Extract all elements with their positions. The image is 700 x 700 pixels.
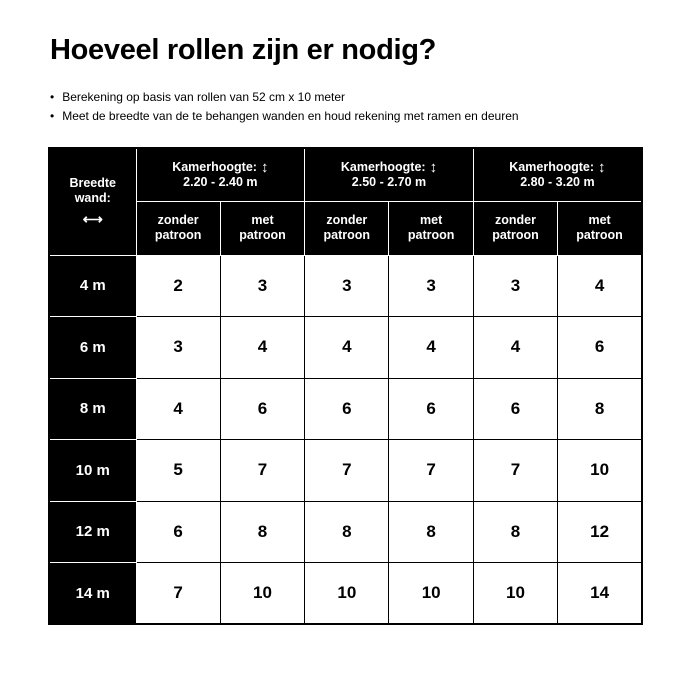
roll-count-cell: 6 <box>557 316 643 379</box>
roll-count-cell: 6 <box>388 377 474 440</box>
sub-label: patroon <box>323 228 371 242</box>
row-width-label: 14 m <box>48 562 137 625</box>
with-pattern-header: met patroon <box>388 200 474 256</box>
width-label-1: Breedte <box>69 176 117 191</box>
height-group-header: Kamerhoogte: ↕ 2.50 - 2.70 m <box>304 147 474 202</box>
sub-label: patroon <box>239 228 286 242</box>
roll-count-cell: 6 <box>135 500 221 563</box>
sub-label: met <box>588 213 611 227</box>
info-bullet: Berekening op basis van rollen van 52 cm… <box>50 88 519 107</box>
info-list: Berekening op basis van rollen van 52 cm… <box>50 88 519 126</box>
roll-count-cell: 7 <box>472 439 559 502</box>
height-label: Kamerhoogte: <box>509 159 595 174</box>
roll-count-cell: 7 <box>388 439 474 502</box>
roll-count-cell: 12 <box>557 500 643 563</box>
table-row: 10 m 5 7 7 7 7 10 <box>48 439 643 502</box>
roll-count-cell: 8 <box>557 377 643 440</box>
row-width-label: 12 m <box>48 500 137 563</box>
sub-label: zonder <box>157 213 199 227</box>
sub-label: patroon <box>492 228 539 242</box>
row-width-label: 8 m <box>48 377 137 440</box>
roll-count-cell: 6 <box>219 377 306 440</box>
roll-count-cell: 8 <box>304 500 390 563</box>
vertical-arrow-icon: ↕ <box>429 158 438 176</box>
roll-count-cell: 4 <box>557 254 643 317</box>
sub-label: patroon <box>407 228 455 242</box>
sub-label: zonder <box>494 213 536 227</box>
vertical-arrow-icon: ↕ <box>598 158 606 176</box>
roll-count-cell: 3 <box>304 254 390 317</box>
roll-count-cell: 14 <box>557 562 643 625</box>
width-header: Breedte wand: ⟷ <box>48 147 137 256</box>
height-range: 2.50 - 2.70 m <box>351 174 427 189</box>
sub-label: zonder <box>326 213 368 227</box>
height-range: 2.20 - 2.40 m <box>183 174 258 189</box>
roll-count-cell: 10 <box>472 562 559 625</box>
sub-label: met <box>251 213 274 227</box>
roll-count-cell: 8 <box>472 500 559 563</box>
roll-count-cell: 3 <box>219 254 306 317</box>
roll-count-cell: 8 <box>219 500 306 563</box>
roll-count-cell: 8 <box>388 500 474 563</box>
sub-label: met <box>420 213 443 227</box>
roll-count-cell: 4 <box>135 377 221 440</box>
height-range: 2.80 - 3.20 m <box>520 174 595 189</box>
vertical-arrow-icon: ↕ <box>260 158 269 176</box>
without-pattern-header: zonder patroon <box>472 200 559 256</box>
roll-count-cell: 4 <box>388 316 474 379</box>
rolls-table: Breedte wand: ⟷ Kamerhoogte: ↕ 2.20 - 2.40… <box>48 147 643 625</box>
table-row: 12 m 6 8 8 8 8 12 <box>48 500 643 563</box>
roll-count-cell: 6 <box>304 377 390 440</box>
roll-count-cell: 4 <box>219 316 306 379</box>
height-group-header: Kamerhoogte: ↕ 2.20 - 2.40 m <box>135 147 306 202</box>
roll-count-cell: 2 <box>135 254 221 317</box>
height-label: Kamerhoogte: <box>172 159 257 174</box>
page-title: Hoeveel rollen zijn er nodig? <box>50 34 437 66</box>
roll-count-cell: 6 <box>472 377 559 440</box>
with-pattern-header: met patroon <box>219 200 306 256</box>
table-row: 14 m 7 10 10 10 10 14 <box>48 562 643 625</box>
sub-label: patroon <box>576 228 623 242</box>
without-pattern-header: zonder patroon <box>135 200 221 256</box>
roll-count-cell: 3 <box>388 254 474 317</box>
info-bullet: Meet de breedte van de te behangen wande… <box>50 107 518 126</box>
roll-count-cell: 5 <box>135 439 221 502</box>
roll-count-cell: 7 <box>219 439 306 502</box>
row-width-label: 6 m <box>48 316 137 379</box>
without-pattern-header: zonder patroon <box>304 200 390 256</box>
roll-count-cell: 10 <box>557 439 643 502</box>
with-pattern-header: met patroon <box>557 200 643 256</box>
roll-count-cell: 3 <box>472 254 559 317</box>
roll-count-cell: 10 <box>219 562 306 625</box>
horizontal-arrow-icon: ⟷ <box>82 211 103 228</box>
roll-count-cell: 4 <box>304 316 390 379</box>
width-label-2: wand: <box>74 191 111 206</box>
sub-label: patroon <box>154 228 202 242</box>
roll-count-cell: 3 <box>135 316 221 379</box>
roll-count-cell: 4 <box>472 316 559 379</box>
roll-count-cell: 10 <box>388 562 474 625</box>
height-label: Kamerhoogte: <box>340 159 426 174</box>
roll-count-cell: 7 <box>135 562 221 625</box>
row-width-label: 4 m <box>48 254 137 317</box>
height-group-header: Kamerhoogte: ↕ 2.80 - 3.20 m <box>472 147 643 202</box>
row-width-label: 10 m <box>48 439 137 502</box>
roll-count-cell: 10 <box>304 562 390 625</box>
roll-count-cell: 7 <box>304 439 390 502</box>
